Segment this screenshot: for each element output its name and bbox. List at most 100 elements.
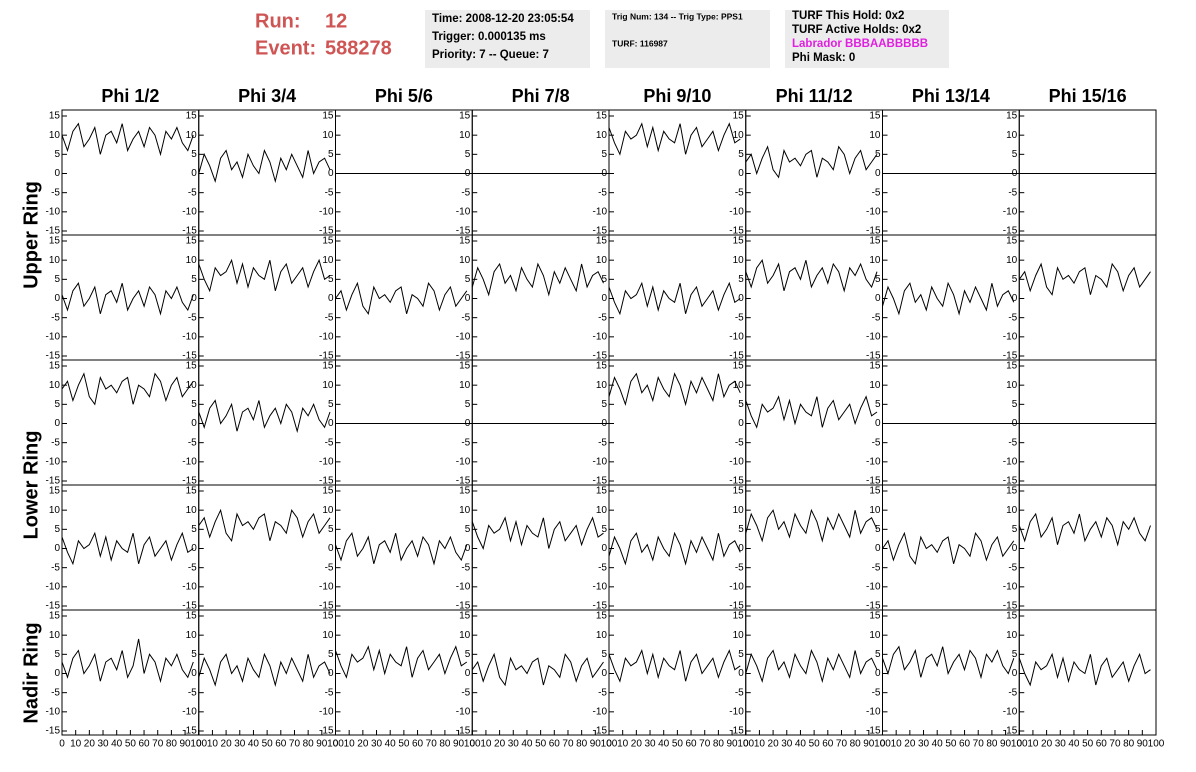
x-tick-label: 70 <box>836 739 848 750</box>
y-tick-label: 10 <box>596 380 608 391</box>
x-tick-label: 20 <box>768 739 780 750</box>
x-tick-label: 30 <box>371 739 383 750</box>
y-tick-label: -10 <box>866 331 881 342</box>
x-tick-label: 40 <box>248 739 260 750</box>
y-tick-label: -15 <box>46 351 61 362</box>
y-tick-label: 5 <box>54 399 60 410</box>
x-tick-label: 90 <box>590 739 602 750</box>
y-tick-label: -5 <box>735 312 744 323</box>
x-tick-label: 20 <box>631 739 643 750</box>
y-tick-label: -15 <box>319 601 334 612</box>
row-label: Upper Ring <box>20 181 42 289</box>
y-tick-label: -5 <box>735 437 744 448</box>
y-tick-label: -15 <box>182 601 197 612</box>
y-tick-label: 0 <box>1012 668 1018 679</box>
y-tick-label: 10 <box>459 505 471 516</box>
y-tick-label: 5 <box>875 399 881 410</box>
waveform <box>61 122 194 157</box>
y-tick-label: -5 <box>598 437 607 448</box>
y-tick-label: 10 <box>733 130 745 141</box>
x-tick-label: 60 <box>275 739 287 750</box>
y-tick-label: 5 <box>738 524 744 535</box>
y-tick-label: -5 <box>325 437 334 448</box>
y-tick-label: -10 <box>729 206 744 217</box>
y-tick-label: -10 <box>319 581 334 592</box>
x-tick-label: 70 <box>426 739 438 750</box>
y-tick-label: 10 <box>322 380 334 391</box>
y-tick-label: 0 <box>191 168 197 179</box>
y-tick-label: 0 <box>465 418 471 429</box>
y-tick-label: 10 <box>596 255 608 266</box>
y-tick-label: -5 <box>1008 187 1017 198</box>
x-tick-label: 90 <box>316 739 328 750</box>
y-tick-label: 5 <box>601 149 607 160</box>
y-tick-label: 5 <box>601 524 607 535</box>
y-tick-label: 15 <box>596 236 608 247</box>
x-tick-label: 80 <box>1123 739 1135 750</box>
waveform <box>882 531 1015 566</box>
y-tick-label: 0 <box>738 543 744 554</box>
y-tick-label: 10 <box>733 255 745 266</box>
x-tick-label: 100 <box>874 739 891 750</box>
y-tick-label: -15 <box>866 476 881 487</box>
y-tick-label: 5 <box>54 274 60 285</box>
y-tick-label: 15 <box>49 111 61 122</box>
waveform <box>61 531 194 566</box>
y-tick-label: 15 <box>733 486 745 497</box>
x-tick-label: 0 <box>469 739 475 750</box>
y-tick-label: 0 <box>328 668 334 679</box>
event-number: 588278 <box>325 37 392 59</box>
y-tick-label: -10 <box>456 456 471 467</box>
waveform <box>745 395 878 429</box>
info-box <box>605 10 770 68</box>
y-tick-label: -15 <box>593 476 608 487</box>
x-tick-label: 0 <box>333 739 339 750</box>
y-tick-label: 10 <box>869 130 881 141</box>
column-title: Phi 11/12 <box>776 86 853 106</box>
y-tick-label: -15 <box>182 226 197 237</box>
y-tick-label: 0 <box>1012 543 1018 554</box>
row-label: Lower Ring <box>20 431 42 540</box>
x-tick-label: 10 <box>344 739 356 750</box>
column-title: Phi 15/16 <box>1049 86 1127 106</box>
y-tick-label: 0 <box>54 668 60 679</box>
y-tick-label: 10 <box>322 630 334 641</box>
x-tick-label: 10 <box>891 739 903 750</box>
y-tick-label: -10 <box>866 581 881 592</box>
y-tick-label: 10 <box>869 505 881 516</box>
info-text: Trig Num: 134 -- Trig Type: PPS1 <box>612 11 743 21</box>
x-tick-label: 70 <box>562 739 574 750</box>
y-tick-label: 10 <box>49 630 61 641</box>
y-tick-label: 15 <box>596 111 608 122</box>
y-tick-label: 15 <box>459 111 471 122</box>
x-tick-label: 100 <box>327 739 344 750</box>
x-tick-label: 80 <box>576 739 588 750</box>
info-text: TURF: 116987 <box>612 38 668 48</box>
y-tick-label: 5 <box>1012 649 1018 660</box>
y-tick-label: -15 <box>182 351 197 362</box>
x-tick-label: 10 <box>1027 739 1039 750</box>
y-tick-label: 0 <box>738 418 744 429</box>
y-tick-label: -10 <box>319 456 334 467</box>
y-tick-label: -10 <box>866 206 881 217</box>
y-tick-label: -10 <box>1003 206 1018 217</box>
x-tick-label: 30 <box>644 739 656 750</box>
y-tick-label: 5 <box>601 649 607 660</box>
column-title: Phi 9/10 <box>643 86 711 106</box>
y-tick-label: -10 <box>729 456 744 467</box>
y-tick-label: -10 <box>593 206 608 217</box>
info-text: TURF Active Holds: 0x2 <box>792 24 921 36</box>
x-tick-label: 0 <box>196 739 202 750</box>
y-tick-label: -15 <box>46 601 61 612</box>
run-number: 12 <box>325 10 347 32</box>
y-tick-label: 5 <box>1012 524 1018 535</box>
y-tick-label: -10 <box>319 706 334 717</box>
y-tick-label: 0 <box>54 293 60 304</box>
x-tick-label: 10 <box>207 739 219 750</box>
y-tick-label: -10 <box>593 456 608 467</box>
column-title: Phi 5/6 <box>375 86 433 106</box>
y-tick-label: 10 <box>186 380 198 391</box>
y-tick-label: -15 <box>182 726 197 737</box>
y-tick-label: -10 <box>456 331 471 342</box>
